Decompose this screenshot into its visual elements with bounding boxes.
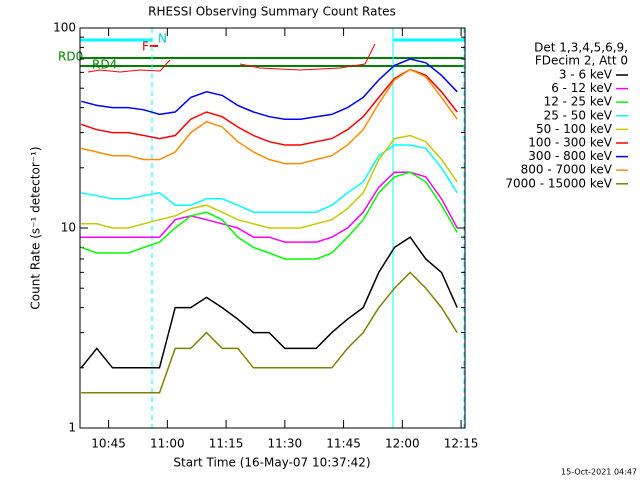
x-tick-label: 11:30	[268, 437, 303, 451]
legend-label: 800 - 7000 keV	[521, 163, 613, 177]
series-line	[81, 58, 458, 120]
legend-label: 25 - 50 keV	[544, 108, 613, 122]
annotation: RD0	[58, 50, 83, 64]
series-line	[80, 68, 458, 146]
legend-label: 3 - 6 keV	[559, 68, 613, 82]
series-line	[80, 236, 458, 369]
x-tick-label: 12:00	[385, 437, 420, 451]
series-line	[81, 68, 458, 165]
legend-label: 100 - 300 keV	[528, 136, 612, 150]
x-tick-label: 12:15	[444, 437, 479, 451]
legend-label: 6 - 12 keV	[551, 81, 613, 95]
y-tick-label: 1	[68, 421, 76, 435]
x-tick-label: 10:45	[91, 437, 126, 451]
x-axis-label: Start Time (16-May-07 10:37:42)	[173, 456, 370, 470]
legend-title: Det 1,3,4,5,6,9,	[534, 41, 628, 55]
legend-label: 12 - 25 keV	[544, 95, 613, 109]
chart-title: RHESSI Observing Summary Count Rates	[148, 5, 396, 19]
footer: 15-Oct-2021 04:47	[561, 468, 637, 477]
y-tick-label: 100	[53, 21, 76, 35]
series-line	[81, 271, 458, 394]
x-tick-label: 11:45	[326, 437, 361, 451]
series-line	[81, 144, 458, 213]
x-tick-label: 11:15	[209, 437, 244, 451]
y-axis-label: Count Rate (s⁻¹ detector⁻¹)	[29, 146, 43, 309]
annotation: F	[142, 40, 149, 54]
series-line	[81, 134, 458, 229]
annotation: N	[158, 32, 167, 46]
legend-label: 7000 - 15000 keV	[505, 176, 612, 190]
series-line	[80, 171, 458, 260]
annotation: RD4	[92, 58, 117, 72]
legend-label: 300 - 800 keV	[528, 149, 612, 163]
legend-title: FDecim 2, Att 0	[535, 54, 628, 68]
x-tick-label: 11:00	[150, 437, 185, 451]
legend-label: 50 - 100 keV	[536, 122, 613, 136]
fast-rate-flag	[87, 43, 376, 73]
series-line	[81, 171, 458, 243]
y-tick-label: 10	[61, 221, 76, 235]
